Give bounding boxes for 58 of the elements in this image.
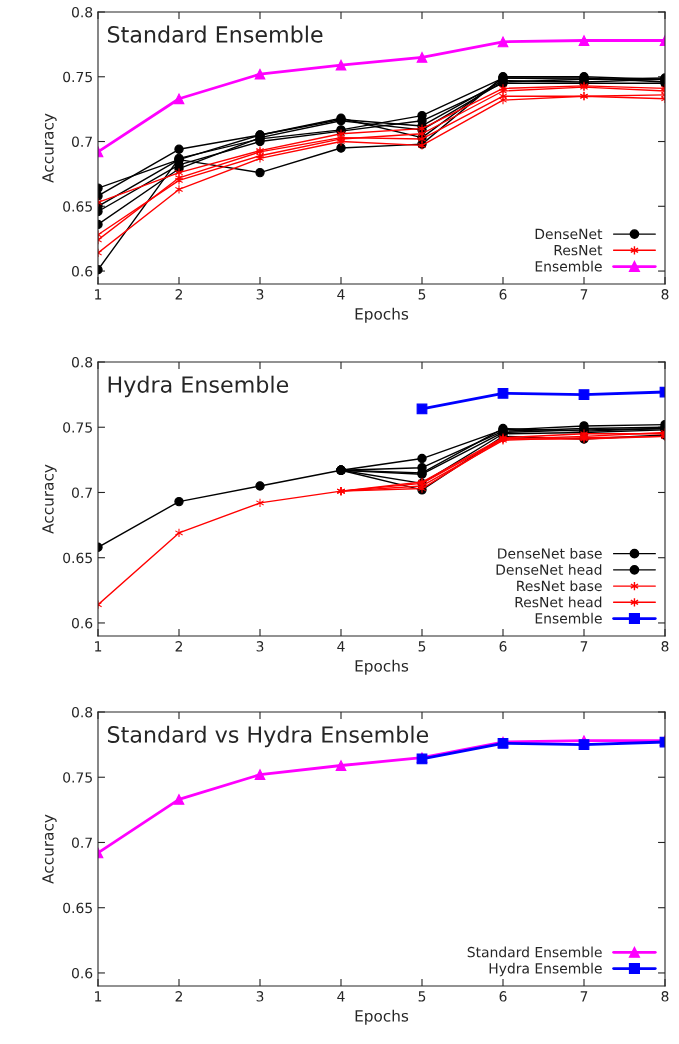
x-tick-label: 6 xyxy=(499,641,507,652)
text: Standard vs Hydra Ensemble xyxy=(107,725,429,748)
legend-label: ResNet head xyxy=(515,596,602,608)
legend-label: DenseNet base xyxy=(498,547,602,559)
x-tick-label: 8 xyxy=(661,641,669,652)
y-axis-title: Accuracy xyxy=(42,113,57,183)
x-tick-label: 4 xyxy=(337,991,345,1002)
y-tick-label: 0.7 xyxy=(71,487,92,498)
x-tick-label: 3 xyxy=(256,289,264,300)
y-tick-label: 0.8 xyxy=(71,706,93,718)
x-tick-label: 5 xyxy=(418,991,426,1002)
y-tick-label: 0.6 xyxy=(71,266,93,277)
legend-label: Standard Ensemble xyxy=(467,946,602,958)
x-axis-title: Epochs xyxy=(355,307,409,323)
x-tick-label: 5 xyxy=(418,641,426,652)
x-tick-label: 3 xyxy=(256,991,264,1002)
x-tick-label: 6 xyxy=(499,289,507,300)
y-tick-label: 0.7 xyxy=(71,837,92,848)
y-tick-label: 0.7 xyxy=(71,136,92,147)
y-tick-label: 0.75 xyxy=(63,772,92,783)
x-axis-title: Epochs xyxy=(355,1009,409,1025)
x-tick-label: 7 xyxy=(580,289,588,300)
text: Hydra Ensemble xyxy=(108,375,289,398)
y-tick-label: 0.65 xyxy=(63,902,92,914)
x-tick-label: 8 xyxy=(661,991,669,1002)
y-tick-label: 0.8 xyxy=(71,6,93,18)
x-tick-label: 7 xyxy=(580,641,588,652)
x-tick-label: 1 xyxy=(95,289,102,300)
x-tick-label: 8 xyxy=(661,289,669,300)
x-tick-label: 4 xyxy=(337,289,345,300)
x-tick-label: 2 xyxy=(175,641,183,652)
legend-label: Ensemble xyxy=(535,612,602,624)
chart-title: Standard Ensemble xyxy=(107,25,323,43)
x-tick-label: 2 xyxy=(175,289,183,300)
x-axis-title: Epochs xyxy=(355,659,409,675)
legend-label: Ensemble xyxy=(535,260,602,272)
legend-label: ResNet xyxy=(554,245,603,256)
x-tick-label: 6 xyxy=(499,991,507,1002)
x-tick-label: 1 xyxy=(95,991,102,1002)
x-tick-label: 1 xyxy=(95,641,102,652)
x-tick-label: 5 xyxy=(418,289,426,300)
y-tick-label: 0.6 xyxy=(71,617,93,629)
x-tick-label: 3 xyxy=(256,641,264,652)
legend-label: DenseNet head xyxy=(496,564,602,575)
y-tick-label: 0.75 xyxy=(63,71,92,83)
y-tick-label: 0.65 xyxy=(63,552,92,564)
legend-label: Hydra Ensemble xyxy=(489,962,602,977)
y-tick-label: 0.8 xyxy=(71,356,93,368)
legend-label: ResNet base xyxy=(517,580,602,592)
y-axis-title: Accuracy xyxy=(42,464,57,534)
x-tick-label: 4 xyxy=(337,641,345,652)
y-tick-label: 0.65 xyxy=(63,201,92,212)
x-tick-label: 7 xyxy=(580,991,588,1002)
legend-label: DenseNet xyxy=(535,228,603,240)
x-tick-label: 2 xyxy=(175,991,183,1002)
y-tick-label: 0.6 xyxy=(71,967,93,979)
y-axis-title: Accuracy xyxy=(42,814,57,884)
y-tick-label: 0.75 xyxy=(63,422,92,433)
